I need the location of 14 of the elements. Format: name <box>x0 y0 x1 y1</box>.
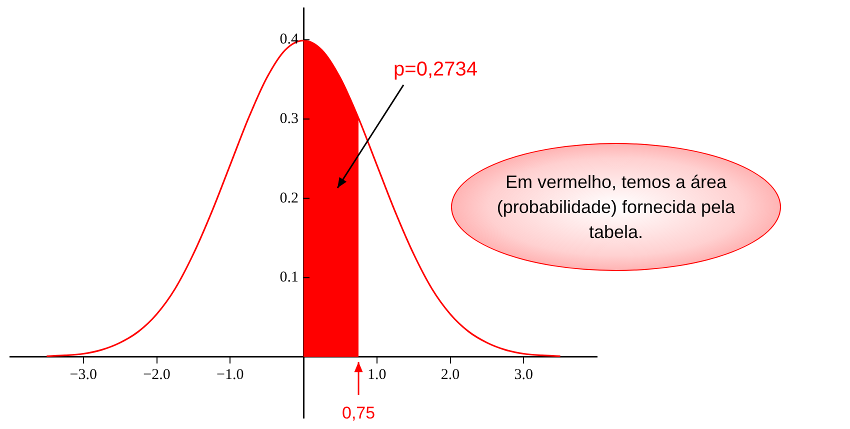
x-tick-label: −1.0 <box>216 366 244 383</box>
x-tick-label: −2.0 <box>143 366 170 383</box>
y-tick-label: 0.4 <box>280 32 299 48</box>
y-tick-label: 0.3 <box>280 110 298 127</box>
ellipse-callout: Em vermelho, temos a área (probabilidade) fornecida pela tabela. <box>451 143 781 271</box>
x-tick-label: 3.0 <box>514 366 533 383</box>
y-tick-label: 0.1 <box>280 270 298 286</box>
x-tick-label: 2.0 <box>440 366 460 383</box>
x-tick-label: 1.0 <box>368 366 386 383</box>
x-tick-label: −3.0 <box>70 366 97 383</box>
annotation: Em vermelho, temos a área (probabilidade) fornecida pela tabela. <box>496 170 736 244</box>
y-tick-label: 0.2 <box>280 190 298 206</box>
annotation: p=0,2734 <box>394 58 478 80</box>
annotation: 0,75 <box>342 404 376 423</box>
